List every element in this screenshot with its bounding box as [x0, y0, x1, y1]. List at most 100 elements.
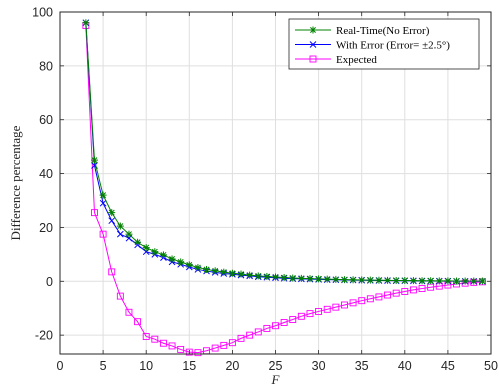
- data-point: [358, 297, 366, 305]
- data-point: [306, 275, 314, 283]
- data-point: [116, 222, 124, 230]
- data-point: [289, 316, 297, 323]
- data-point: [116, 292, 124, 300]
- y-tick-label: 40: [39, 167, 53, 181]
- data-point: [263, 272, 271, 280]
- series-expected: [82, 22, 486, 357]
- x-tick-label: 50: [484, 359, 498, 373]
- data-point: [194, 349, 202, 357]
- data-point: [246, 271, 254, 279]
- x-tick-label: 25: [269, 359, 283, 373]
- data-point: [453, 277, 461, 285]
- data-point: [358, 276, 366, 284]
- data-point: [418, 277, 426, 285]
- data-point: [392, 276, 400, 284]
- data-point: [366, 276, 374, 284]
- y-tick-label: 80: [39, 59, 53, 73]
- data-point: [168, 255, 176, 263]
- data-point: [254, 272, 262, 280]
- legend-entry-expected: Expected: [295, 54, 377, 66]
- data-point: [340, 276, 348, 284]
- data-point: [237, 334, 245, 342]
- data-point: [272, 322, 279, 330]
- data-point: [159, 251, 167, 259]
- data-point: [401, 288, 409, 295]
- data-point: [142, 244, 150, 252]
- x-tick-label: 30: [312, 359, 326, 373]
- data-point: [444, 277, 452, 285]
- data-point: [211, 344, 219, 352]
- plot-area: [82, 19, 486, 357]
- data-point: [375, 293, 383, 301]
- data-point: [409, 277, 417, 285]
- data-point: [297, 312, 305, 320]
- data-point: [375, 276, 383, 284]
- legend-entry-real-time: Real-Time(No Error): [295, 25, 430, 37]
- data-point: [134, 238, 142, 246]
- x-tick-label: 0: [57, 359, 64, 373]
- data-point: [435, 277, 443, 285]
- data-point: [125, 308, 133, 316]
- data-point: [418, 285, 426, 293]
- data-point: [297, 274, 305, 282]
- data-point: [228, 269, 236, 277]
- data-point: [220, 341, 228, 349]
- x-tick-label: 40: [398, 359, 412, 373]
- data-point: [384, 291, 392, 299]
- data-point: [159, 339, 167, 347]
- data-point: [90, 156, 98, 164]
- y-tick-label: 100: [32, 6, 53, 20]
- data-point: [99, 199, 107, 207]
- data-point: [401, 276, 409, 284]
- x-tick-label: 45: [441, 359, 455, 373]
- data-point: [392, 289, 400, 297]
- data-point: [341, 301, 348, 309]
- data-point: [323, 275, 331, 283]
- data-point: [280, 274, 288, 282]
- data-point: [211, 267, 219, 275]
- data-point: [177, 345, 185, 353]
- data-point: [177, 258, 185, 266]
- legend-entry-with-error: With Error (Error= ±2.5°): [295, 40, 450, 52]
- x-axis-label: F: [271, 372, 281, 387]
- legend-marker: [309, 55, 317, 63]
- data-point: [263, 324, 271, 332]
- data-point: [82, 19, 90, 27]
- data-point: [349, 276, 357, 284]
- data-point: [254, 328, 262, 336]
- y-axis-label: Difference percentage: [8, 125, 23, 240]
- legend-label-expected: Expected: [336, 54, 377, 66]
- x-tick-label: 10: [139, 359, 153, 373]
- x-tick-label: 20: [225, 359, 239, 373]
- data-point: [228, 339, 236, 347]
- data-point: [116, 230, 124, 238]
- data-point: [366, 295, 374, 303]
- data-point: [272, 273, 279, 281]
- data-point: [409, 286, 417, 294]
- y-tick-label: 0: [46, 275, 53, 289]
- legend-label-real-time: Real-Time(No Error): [336, 25, 430, 37]
- data-point: [220, 268, 228, 276]
- data-point: [99, 191, 107, 199]
- data-point: [108, 217, 116, 225]
- data-point: [108, 268, 116, 276]
- data-point: [246, 331, 254, 339]
- series-line-expected: [85, 25, 483, 354]
- data-point: [289, 274, 297, 282]
- data-point: [168, 342, 176, 350]
- data-point: [108, 209, 116, 217]
- axis-ticks: 0 5 10 15 20 25 30 35 40 45 50 -20 0 20 40 60 80 100: [32, 6, 498, 374]
- x-tick-label: 35: [355, 359, 369, 373]
- data-point: [91, 209, 98, 217]
- data-point: [323, 305, 331, 313]
- legend: Real-Time(No Error) With Error (Error= ±…: [288, 18, 480, 70]
- legend-marker: [309, 26, 317, 34]
- data-point: [237, 270, 245, 278]
- legend-label-with-error: With Error (Error= ±2.5°): [336, 40, 450, 52]
- data-point: [306, 310, 314, 318]
- x-tick-label: 15: [182, 359, 196, 373]
- data-point: [427, 277, 435, 285]
- data-point: [332, 275, 340, 283]
- data-point: [142, 333, 150, 340]
